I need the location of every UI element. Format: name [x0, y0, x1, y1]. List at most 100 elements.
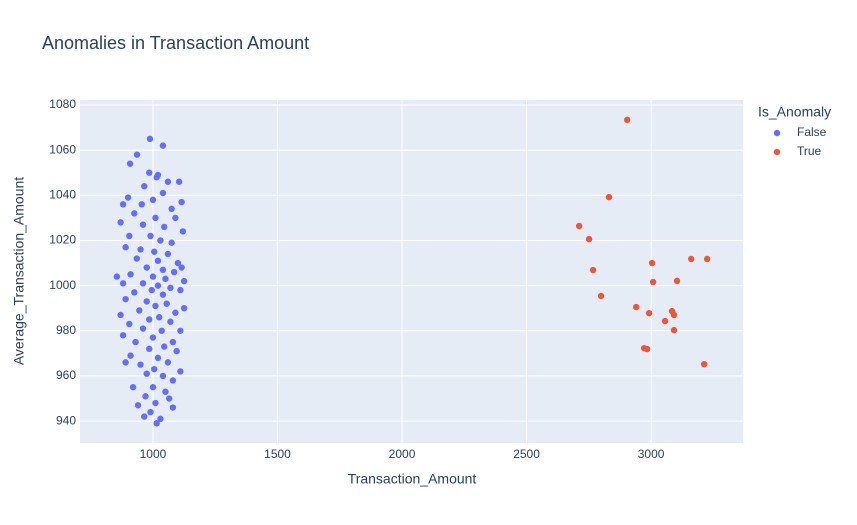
point	[151, 365, 158, 373]
point	[575, 222, 583, 230]
x-tick-label: 2500	[513, 447, 540, 461]
point	[169, 338, 177, 346]
point	[168, 205, 175, 213]
point	[164, 250, 172, 258]
point	[146, 135, 154, 143]
point	[126, 232, 133, 240]
point	[164, 359, 172, 366]
point	[623, 116, 631, 124]
point	[147, 408, 154, 416]
y-tick-label: 1000	[49, 278, 76, 292]
point	[142, 393, 149, 400]
point	[134, 402, 142, 409]
point	[122, 295, 129, 303]
point	[139, 280, 147, 287]
point	[122, 244, 129, 251]
point	[661, 317, 669, 325]
x-tick-label: 2000	[389, 447, 416, 461]
point	[177, 286, 184, 294]
legend-title: Is_Anomaly	[758, 104, 831, 120]
point	[146, 169, 153, 176]
x-tick-label: 3000	[638, 447, 665, 461]
point	[147, 232, 154, 240]
point	[172, 214, 179, 222]
point	[124, 194, 132, 201]
point	[152, 214, 159, 222]
point	[589, 266, 597, 274]
point	[180, 304, 188, 312]
point	[645, 309, 653, 317]
point	[143, 298, 150, 305]
point	[169, 404, 177, 411]
point	[119, 201, 127, 208]
point	[154, 257, 162, 264]
point	[177, 368, 184, 375]
point	[117, 311, 124, 319]
point	[153, 420, 160, 427]
point	[143, 264, 150, 271]
point	[129, 384, 137, 391]
legend-marker	[773, 129, 781, 137]
point	[167, 284, 174, 292]
point	[175, 178, 183, 185]
point	[159, 291, 167, 298]
point	[133, 255, 140, 262]
point	[159, 189, 167, 197]
point	[131, 210, 138, 217]
point	[632, 303, 640, 311]
point	[154, 354, 162, 362]
point	[159, 142, 167, 149]
y-axis-title: Average_Transaction_Amount	[11, 177, 27, 365]
y-tick-label: 1060	[49, 142, 76, 156]
point	[159, 372, 167, 380]
point	[127, 271, 134, 278]
y-tick-label: 940	[56, 413, 76, 427]
point	[149, 273, 157, 280]
point	[146, 316, 153, 323]
point	[605, 193, 613, 201]
point	[179, 228, 187, 235]
point	[127, 352, 134, 359]
point	[126, 160, 134, 167]
point	[119, 280, 127, 287]
point	[648, 259, 656, 267]
point	[156, 314, 163, 321]
point	[146, 345, 153, 353]
point	[703, 255, 711, 263]
y-tick-label: 960	[56, 368, 76, 382]
point	[139, 325, 147, 332]
point	[670, 326, 678, 334]
point	[143, 370, 150, 377]
point	[158, 327, 165, 334]
y-tick-label: 1020	[49, 233, 76, 247]
point	[162, 275, 169, 283]
point	[160, 343, 168, 350]
legend-label: False	[797, 125, 827, 139]
point	[141, 183, 148, 190]
point	[126, 320, 133, 328]
point	[165, 395, 173, 402]
point	[178, 198, 185, 206]
point	[152, 302, 159, 310]
point	[160, 223, 168, 231]
point	[157, 415, 164, 423]
point	[170, 268, 178, 276]
x-axis-title: Transaction_Amount	[348, 471, 477, 487]
point	[148, 286, 155, 294]
point	[149, 196, 157, 204]
point	[119, 332, 127, 339]
point	[673, 277, 681, 285]
y-tick-label: 1080	[49, 97, 76, 111]
point	[113, 273, 121, 280]
point	[149, 384, 157, 391]
point	[173, 347, 180, 355]
point	[138, 201, 145, 208]
point	[180, 277, 188, 285]
point	[157, 237, 164, 244]
point	[649, 278, 657, 286]
point	[168, 239, 175, 246]
point	[162, 388, 169, 395]
point	[169, 377, 177, 384]
point	[643, 345, 651, 353]
